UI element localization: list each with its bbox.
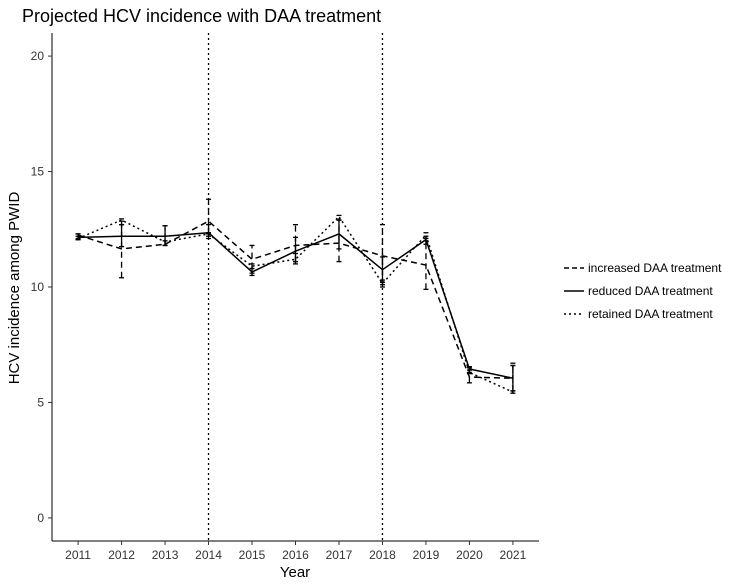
y-tick-label: 10 (31, 280, 45, 294)
series-line-solid (78, 231, 514, 379)
y-tick-label: 5 (37, 395, 44, 409)
y-axis-title: HCV incidence among PWID (6, 192, 23, 385)
plot-area: 0 5 10 15 20 2011 2012 2013 2014 2015 2016 2017 2018… (31, 33, 539, 562)
x-tick-label: 2014 (195, 548, 222, 562)
legend: increased DAA treatment reduced DAA treat… (564, 261, 722, 321)
legend-label: reduced DAA treatment (588, 284, 713, 298)
y-tick-label: 0 (37, 511, 44, 525)
x-tick-label: 2020 (456, 548, 483, 562)
x-tick-label: 2015 (239, 548, 266, 562)
y-tick-label: 15 (31, 165, 45, 179)
y-tick-label: 20 (31, 49, 45, 63)
legend-label: increased DAA treatment (588, 261, 722, 275)
x-tick-label: 2021 (500, 548, 527, 562)
x-tick-label: 2018 (369, 548, 396, 562)
legend-label: retained DAA treatment (588, 307, 713, 321)
x-tick-label: 2019 (413, 548, 440, 562)
x-tick-label: 2012 (108, 548, 135, 562)
x-tick-label: 2017 (326, 548, 353, 562)
x-tick-label: 2016 (282, 548, 309, 562)
x-axis-title: Year (280, 564, 310, 581)
x-tick-label: 2011 (65, 548, 91, 562)
x-tick-label: 2013 (152, 548, 179, 562)
chart-title: Projected HCV incidence with DAA treatme… (22, 6, 381, 26)
